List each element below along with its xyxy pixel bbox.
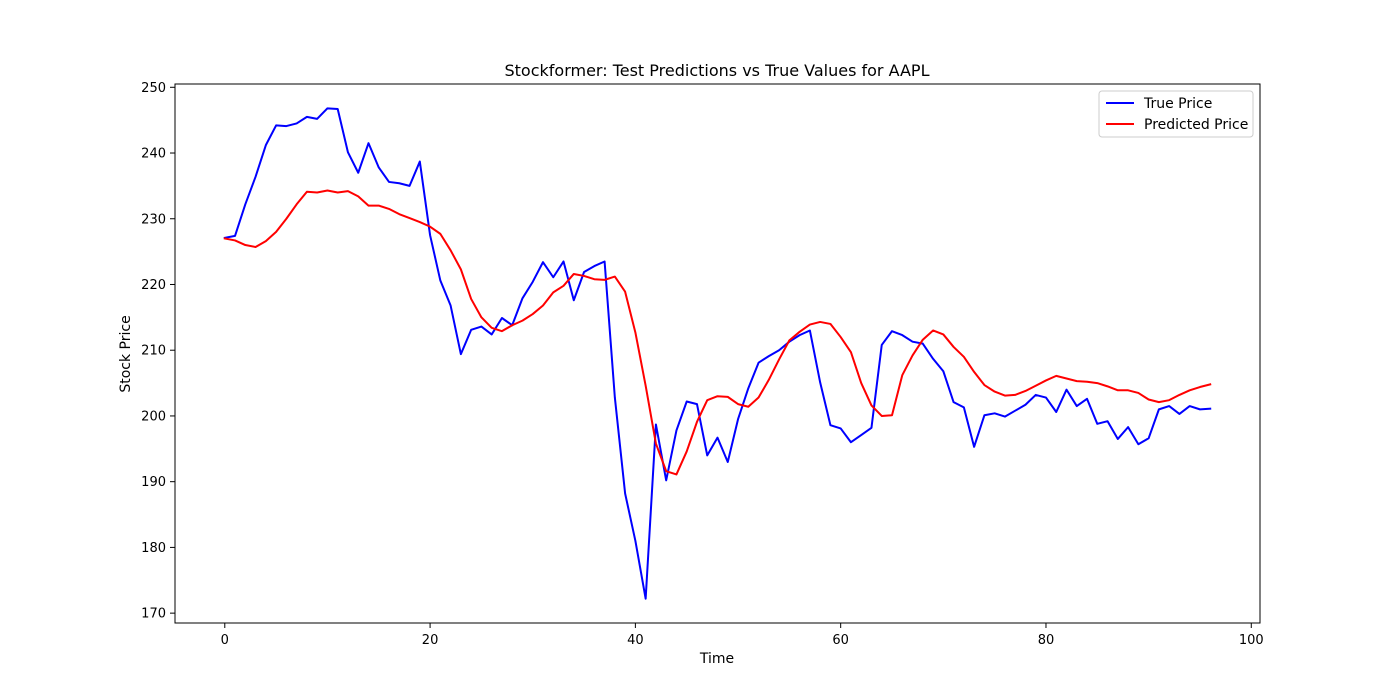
series-line-true-price — [223, 107, 1212, 600]
series-layer — [223, 107, 1212, 600]
plot-area — [174, 83, 1261, 624]
y-tick-label: 170 — [141, 607, 166, 622]
y-tick-label: 240 — [141, 147, 166, 162]
legend: True Price Predicted Price — [1098, 90, 1254, 138]
y-tick-label: 220 — [141, 278, 166, 293]
legend-label-true-price: True Price — [1143, 96, 1212, 112]
y-tick-label: 180 — [141, 541, 166, 556]
x-tick-label: 60 — [832, 633, 849, 648]
axes-frame — [174, 83, 1261, 624]
x-tick-label: 20 — [422, 633, 439, 648]
x-axis-label: Time — [699, 651, 734, 667]
y-tick-label: 250 — [141, 81, 166, 96]
y-tick-label: 200 — [141, 409, 166, 424]
x-tick-label: 100 — [1239, 633, 1264, 648]
y-tick-label: 190 — [141, 475, 166, 490]
y-tick-label: 230 — [141, 212, 166, 227]
legend-label-predicted-price: Predicted Price — [1144, 117, 1248, 133]
legend-box — [1098, 90, 1254, 138]
y-tick-label: 210 — [141, 344, 166, 359]
x-tick-label: 80 — [1038, 633, 1055, 648]
series-line-predicted-price — [223, 189, 1212, 476]
x-tick-label: 40 — [627, 633, 644, 648]
x-tick-label: 0 — [221, 633, 229, 648]
y-axis: 170 180 190 200 210 220 230 240 250 — [141, 81, 175, 622]
chart-title: Stockformer: Test Predictions vs True Va… — [504, 61, 929, 80]
x-axis: 0 20 40 60 80 100 — [221, 623, 1264, 648]
y-axis-label: Stock Price — [118, 315, 134, 392]
